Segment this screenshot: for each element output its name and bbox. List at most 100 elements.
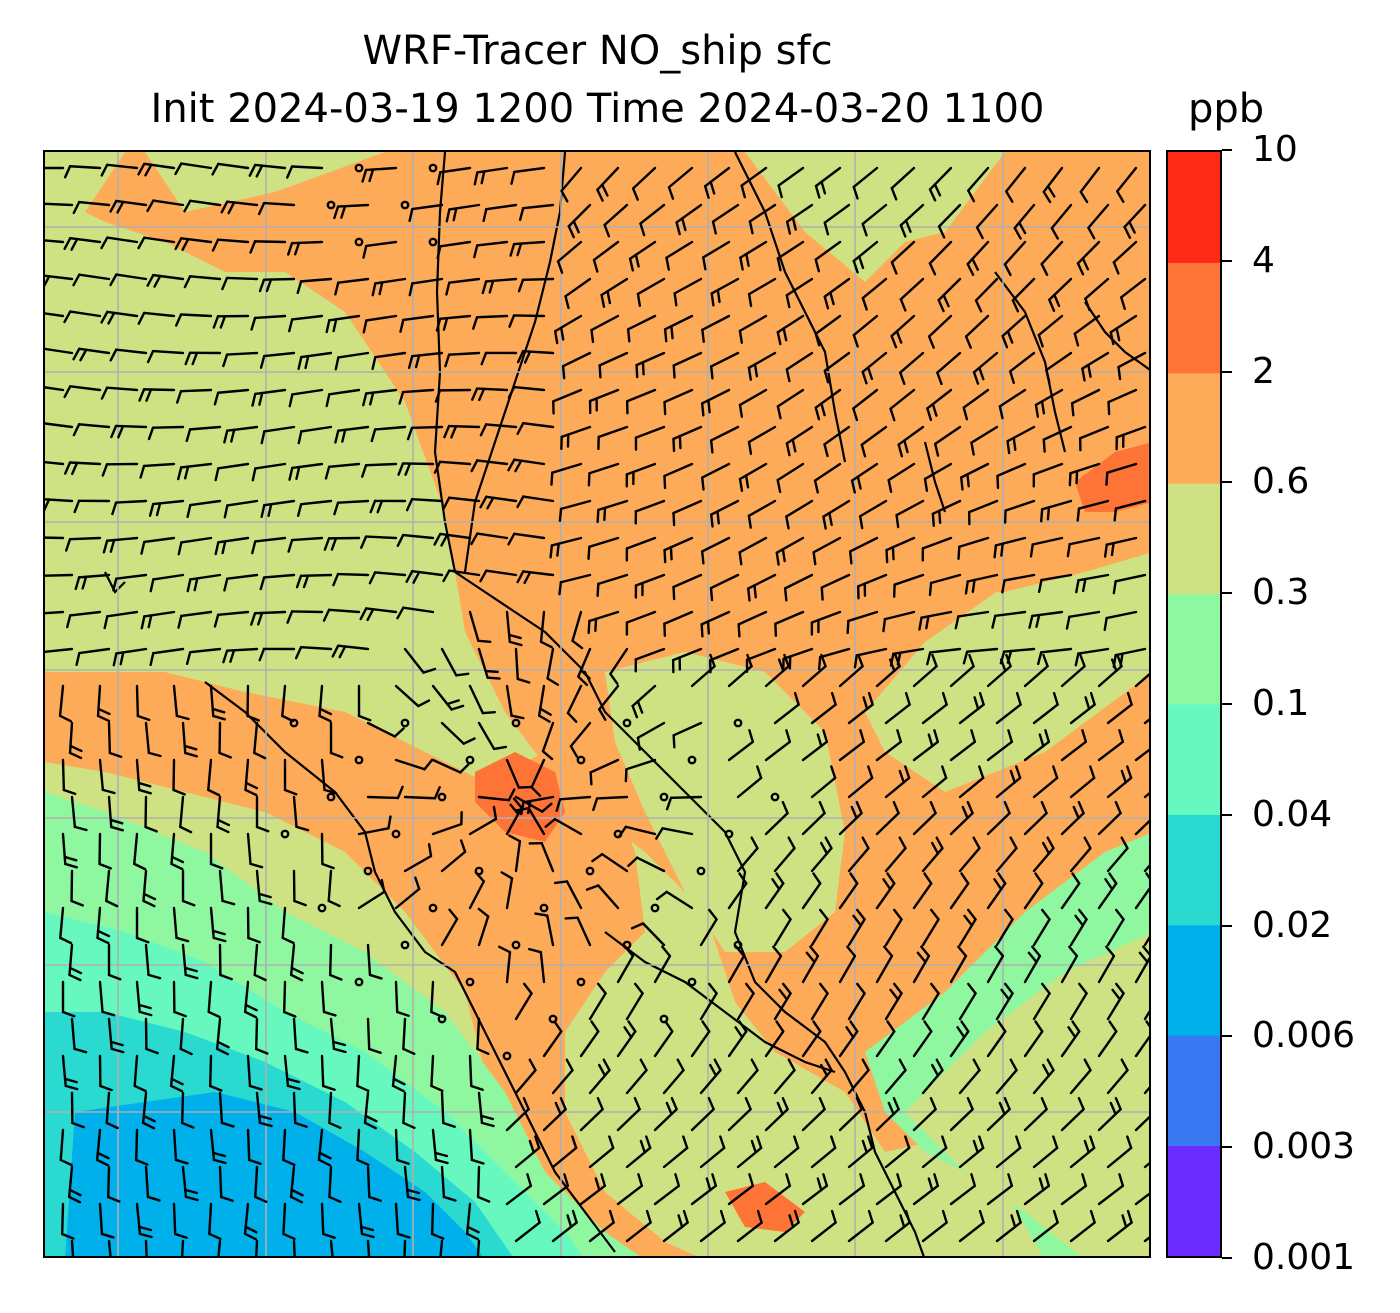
wind-barb [597,425,629,451]
wind-barb [500,871,514,910]
calm-wind-marker [770,792,780,802]
wind-barb [137,236,176,250]
wind-barb [626,314,657,343]
wind-barb [1134,673,1149,688]
wind-barb [709,425,740,454]
wind-barb [185,425,222,443]
wind-barb [209,684,226,721]
wind-barb [801,800,826,836]
wind-barb [473,166,509,186]
wind-barb [838,1173,866,1206]
wind-barb [259,351,296,369]
wind-barb [975,203,999,240]
wind-barb [673,277,703,307]
wind-barb [1084,277,1110,312]
wind-barb [884,982,903,1021]
wind-barb [591,852,629,873]
wind-barb [857,573,888,600]
wind-barb [1106,765,1133,799]
wind-barb [243,1202,258,1241]
wind-barb [736,1135,763,1169]
wind-barb [1009,351,1036,385]
wind-barb [286,610,324,624]
wind-barb [801,1020,822,1058]
wind-barb [634,499,666,525]
wind-barb [296,277,333,295]
wind-barb [1105,462,1138,486]
wind-barb [534,912,555,947]
wind-barb [1120,277,1147,311]
wind-barb [244,758,259,797]
wind-barb [617,825,657,838]
wind-barb [103,610,139,630]
wind-barb [912,945,931,984]
wind-barb [996,462,1027,490]
wind-barb [296,499,333,517]
wind-barb [921,1058,944,1095]
wind-barb [181,943,199,980]
wind-barb [846,610,879,635]
wind-barb [858,499,888,530]
wind-barb [1087,203,1110,240]
wind-barb [672,499,703,527]
colorbar-tick [1222,1146,1232,1149]
wind-barb [137,162,176,177]
wind-barb [801,653,827,688]
wind-barb [181,1165,199,1202]
wind-barb [625,536,657,562]
wind-barb [323,536,361,551]
wind-barb [847,1135,874,1169]
wind-barb [1073,314,1101,347]
calm-wind-marker [687,977,697,987]
wind-barb [403,842,433,873]
wind-barb [246,1128,262,1165]
wind-barb [1048,277,1073,312]
colorbar-segment [1168,924,1220,1036]
wind-barb [371,277,407,297]
wind-barb [286,165,324,179]
wind-barb [967,499,999,526]
wind-barb [1003,240,1027,277]
coastline [923,441,947,513]
wind-barb [58,684,72,723]
wind-barb [134,1128,149,1166]
wind-barb [636,277,666,307]
wind-barb [875,729,903,762]
wind-barb [98,980,116,1017]
wind-barb [1143,1086,1149,1095]
wind-barb [1039,499,1073,523]
wind-barb [662,1135,689,1169]
wind-barb [662,1058,685,1095]
units-label: ppb [1188,86,1265,132]
wind-barb [105,1091,119,1130]
wind-barb [1106,836,1129,873]
wind-barb [430,1054,444,1093]
wind-barb [282,1128,296,1167]
colorbar-tick-label: 0.02 [1252,904,1333,946]
wind-barb [672,573,703,601]
wind-barb [72,273,111,287]
wind-barb [1134,1020,1149,1058]
wind-barb [1106,691,1133,725]
wind-barb [470,459,509,473]
wind-barb [283,758,298,796]
wind-barb [100,236,139,250]
wind-barb [362,388,398,407]
wind-barb [738,462,768,493]
wind-barb [710,499,740,528]
wind-barb [1034,388,1064,418]
wind-barb [962,647,999,665]
wind-barb [899,277,925,312]
wind-barb [1109,314,1138,346]
wind-barb [1032,982,1051,1021]
wind-barb [107,1017,125,1054]
calm-wind-marker [391,829,401,839]
wind-barb [1106,1058,1129,1095]
wind-barb [773,982,792,1021]
wind-barb [875,945,894,984]
wind-barb [813,462,842,494]
wind-barb [468,805,498,836]
wind-barb [328,1165,342,1204]
wind-barb [366,721,405,738]
wind-barb [137,311,176,325]
